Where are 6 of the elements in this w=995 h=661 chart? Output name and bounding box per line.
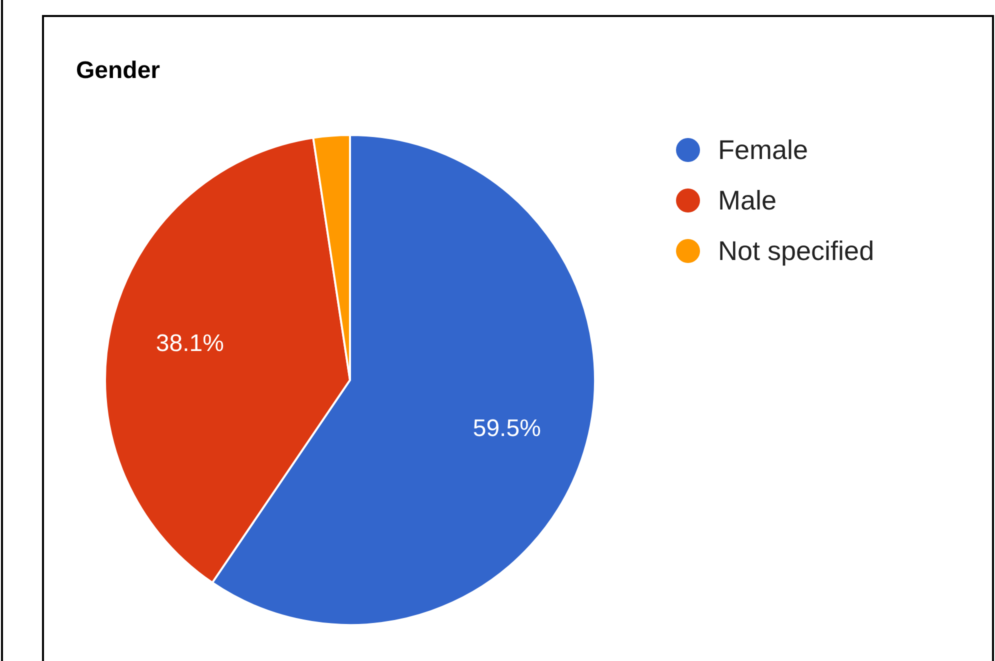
chart-title: Gender (76, 57, 160, 84)
data-label: 38.1% (156, 330, 224, 358)
legend-label: Not specified (718, 236, 874, 266)
legend-label: Male (718, 186, 777, 216)
data-label: 59.5% (472, 414, 541, 442)
legend-label: Female (718, 135, 808, 165)
